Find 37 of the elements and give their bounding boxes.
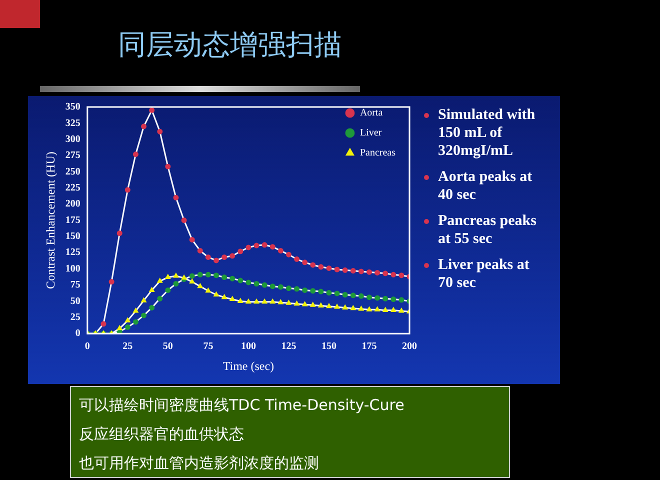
x-tick-label: 50 (162, 341, 173, 352)
legend-label: Pancreas (360, 148, 396, 159)
y-tick-label: 225 (65, 182, 80, 194)
text: 也可用作对血管内造影剂浓度的监测 (79, 453, 320, 474)
y-axis-title: Contrast Enhancement (HU) (43, 152, 58, 289)
y-tick-label: 50 (70, 296, 80, 307)
y-tick-label: 150 (65, 231, 80, 242)
y-tick-label: 325 (65, 118, 80, 129)
y-tick-label: 125 (65, 247, 80, 258)
x-tick-label: 100 (240, 341, 256, 352)
legend-label: Liver (360, 128, 382, 139)
x-tick-label: 175 (362, 341, 377, 352)
x-tick-label: 200 (402, 341, 417, 352)
y-tick-label: 275 (65, 150, 80, 162)
x-tick-label: 25 (122, 341, 133, 352)
text: Aorta peaks at 40 sec (438, 169, 532, 203)
text: 可以描绘时间密度曲线TDC Time-Density-Cure (79, 395, 406, 416)
y-tick-label: 0 (75, 328, 80, 340)
y-tick-label: 250 (65, 166, 80, 178)
y-tick-label: 75 (70, 280, 80, 291)
y-tick-label: 300 (65, 134, 80, 145)
text: Simulated with 150 mL of 320mgI/mL (438, 107, 536, 159)
x-tick-label: 0 (84, 341, 90, 352)
y-tick-label: 200 (65, 198, 80, 210)
x-tick-label: 150 (321, 341, 336, 352)
text: 反应组织器官的血供状态 (79, 424, 245, 445)
legend-label: Aorta (360, 108, 384, 119)
y-tick-label: 25 (70, 312, 80, 323)
x-tick-label: 125 (281, 341, 296, 352)
text: Liver peaks at 70 sec (438, 257, 530, 291)
x-tick-label: 75 (203, 341, 214, 352)
x-axis-title: Time (sec) (222, 358, 274, 373)
chart-title: 同层动态增强扫描 (118, 27, 342, 63)
y-tick-label: 175 (65, 214, 80, 226)
y-tick-label: 350 (65, 102, 80, 113)
y-tick-label: 100 (65, 263, 80, 274)
text: Pancreas peaks at 55 sec (438, 213, 536, 247)
